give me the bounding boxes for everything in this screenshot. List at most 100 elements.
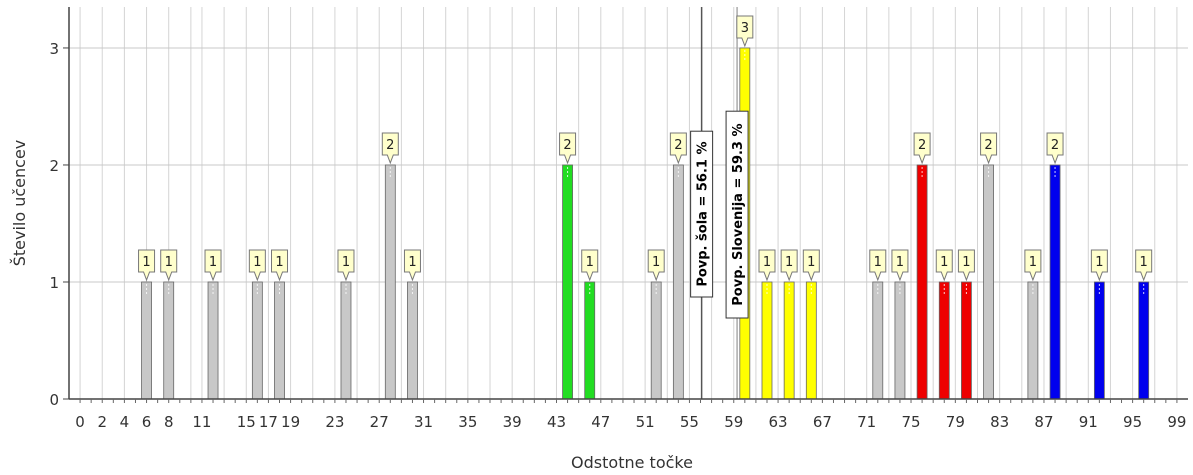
value-callout-label: 1 — [896, 255, 904, 270]
value-callout-box — [1046, 132, 1064, 165]
bar — [141, 281, 152, 400]
value-callout-label: 1 — [807, 255, 815, 270]
x-tick-label: 59 — [724, 413, 743, 431]
value-callout-label: 1 — [275, 255, 283, 270]
x-tick-label: 75 — [901, 413, 920, 431]
value-callout-box — [248, 249, 266, 282]
x-tick-label: 47 — [591, 413, 610, 431]
value-callout-label: 2 — [563, 138, 571, 153]
bar — [384, 164, 396, 400]
x-tick-label: 15 — [237, 413, 256, 431]
bar — [207, 281, 219, 400]
value-callout-box — [980, 132, 998, 165]
bar — [251, 281, 263, 400]
value-callout-label: 1 — [785, 255, 793, 270]
x-tick-label: 11 — [192, 413, 211, 431]
value-callout-label: 2 — [1051, 138, 1059, 153]
y-axis-title: Število učencev — [10, 140, 29, 267]
grid — [69, 7, 1188, 399]
bar — [1049, 164, 1061, 400]
value-callout-box — [891, 249, 909, 282]
y-tick-label: 3 — [49, 40, 59, 58]
x-tick-label: 99 — [1167, 413, 1186, 431]
value-callout-box — [736, 15, 754, 48]
bar — [894, 281, 906, 400]
value-callout-box — [1090, 249, 1108, 282]
x-tick-label: 0 — [75, 413, 85, 431]
x-tick-label: 35 — [458, 413, 477, 431]
x-tick-label: 8 — [164, 413, 174, 431]
value-callout-label: 1 — [408, 255, 416, 270]
x-tick-label: 19 — [281, 413, 300, 431]
x-tick-label: 4 — [120, 413, 130, 431]
x-tick-label: 91 — [1079, 413, 1098, 431]
value-callout-label: 1 — [1029, 255, 1037, 270]
bar — [1138, 281, 1150, 400]
value-callout-box — [271, 249, 289, 282]
y-tick-label: 0 — [49, 391, 59, 409]
value-callout-box — [581, 249, 599, 282]
value-callout-box — [204, 249, 222, 282]
value-callout-label: 2 — [918, 138, 926, 153]
value-callout-box — [1024, 249, 1042, 282]
x-tick-label: 31 — [414, 413, 433, 431]
bar — [916, 164, 928, 400]
value-callout-label: 1 — [253, 255, 261, 270]
value-callout-label: 1 — [1140, 255, 1148, 270]
x-tick-label: 55 — [680, 413, 699, 431]
bar — [274, 281, 285, 400]
bar — [672, 164, 684, 400]
x-tick-label: 87 — [1034, 413, 1053, 431]
reference-label: Povp. šola = 56.1 % — [696, 142, 711, 287]
x-axis-title: Odstotne točke — [571, 453, 693, 472]
value-callout-box — [559, 132, 577, 165]
bar — [650, 281, 662, 400]
bar — [961, 281, 972, 400]
bar — [584, 281, 596, 400]
x-tick-label: 79 — [946, 413, 965, 431]
x-tick-label: 17 — [259, 413, 278, 431]
value-callout-box — [913, 132, 931, 165]
reference-label: Povp. Slovenija = 59.3 % — [731, 123, 746, 305]
x-tick-label: 95 — [1123, 413, 1142, 431]
ticks: 0 2 4 6 8 11 15 17 19 23 27 31 35 39 43 47 51 55 59 63 67 71 7… — [49, 40, 1186, 431]
bar — [163, 281, 175, 400]
value-callout-label: 2 — [386, 138, 394, 153]
x-tick-label: 43 — [547, 413, 566, 431]
x-tick-label: 2 — [97, 413, 107, 431]
axes — [68, 7, 1188, 400]
bar — [983, 164, 994, 400]
value-callout-label: 1 — [652, 255, 660, 270]
bar — [1093, 281, 1105, 400]
x-tick-label: 63 — [769, 413, 788, 431]
value-callout-label: 1 — [962, 255, 970, 270]
reference-label-box — [725, 110, 749, 319]
value-callout-box — [669, 132, 687, 165]
x-tick-label: 39 — [503, 413, 522, 431]
bar — [872, 281, 884, 400]
value-callout-label: 2 — [984, 138, 992, 153]
value-callout-box — [758, 249, 776, 282]
value-callout-label: 1 — [142, 255, 150, 270]
x-tick-label: 67 — [813, 413, 832, 431]
value-callout-box — [802, 249, 820, 282]
value-callout-box — [780, 249, 798, 282]
value-callout-box — [957, 249, 975, 282]
value-callout-box — [869, 249, 887, 282]
x-tick-label: 6 — [142, 413, 152, 431]
value-callout-box — [381, 132, 399, 165]
value-callout-label: 1 — [342, 255, 350, 270]
bar — [783, 281, 795, 400]
value-callout-box — [160, 249, 178, 282]
value-callout-box — [935, 249, 953, 282]
y-tick-label: 2 — [49, 157, 59, 175]
x-tick-label: 83 — [990, 413, 1009, 431]
y-tick-label: 1 — [49, 274, 59, 292]
bar — [761, 281, 773, 400]
value-callout-label: 1 — [874, 255, 882, 270]
bar — [938, 281, 950, 400]
bar — [407, 281, 418, 400]
